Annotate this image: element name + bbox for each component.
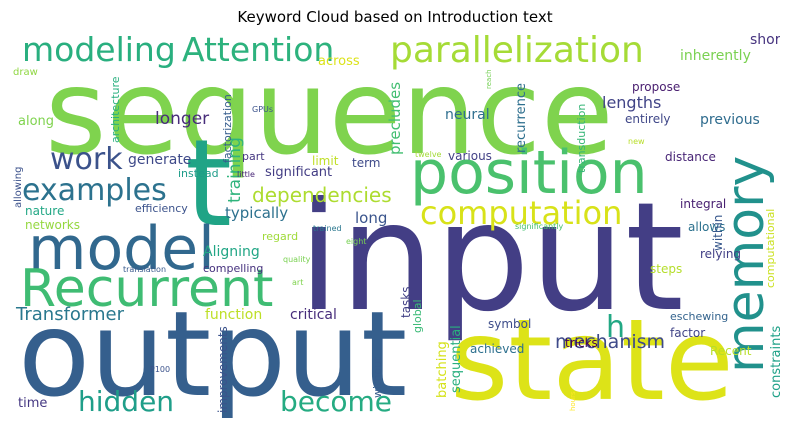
word-longer: longer <box>155 109 210 129</box>
word-typically: typically <box>225 204 289 222</box>
word-allowing: allowing <box>13 166 24 208</box>
word-precludes: precludes <box>386 81 404 155</box>
word-part: part <box>242 150 265 163</box>
word-short: short <box>750 33 780 48</box>
word-efficiency: efficiency <box>135 202 188 215</box>
word-generate: generate <box>128 152 192 168</box>
word-model: model <box>28 214 215 284</box>
word-within: within <box>711 214 725 251</box>
word-draw: draw <box>13 67 38 78</box>
word-recurrence: recurrence <box>514 82 529 153</box>
word-cloud: sequence input output state t model posi… <box>10 33 780 418</box>
word-global: global <box>411 299 424 333</box>
word-position: position <box>410 138 648 208</box>
word-tricks: tricks <box>565 336 598 350</box>
word-Attention: Attention <box>182 33 335 69</box>
word-Transformer: Transformer <box>16 304 125 325</box>
word-distance: distance <box>665 150 716 164</box>
word-output: output <box>18 285 408 418</box>
word-become: become <box>280 385 393 418</box>
word-twelve: twelve <box>415 150 442 159</box>
word-h: h <box>606 310 626 345</box>
word-new: new <box>628 137 645 146</box>
word-sequence: sequence <box>45 43 614 181</box>
word-hidden: hidden <box>78 385 175 418</box>
word-various: various <box>448 149 492 163</box>
word-architecture: architecture <box>109 76 122 143</box>
word-GPUs: GPUs <box>252 105 274 114</box>
word-sequential: sequential <box>449 325 464 393</box>
word-work: work <box>50 142 123 177</box>
word-little: little <box>237 170 255 179</box>
word-Recurrent: Recurrent <box>20 259 274 319</box>
word-steps: steps <box>650 262 683 276</box>
word-Recent: Recent <box>710 344 752 358</box>
word-long: long <box>355 209 388 227</box>
word-previous: previous <box>700 112 760 128</box>
word-eschewing: eschewing <box>670 310 729 323</box>
word-eight: eight <box>346 237 367 246</box>
word-propose: propose <box>632 80 681 94</box>
word-across: across <box>318 54 360 69</box>
word-significant: significant <box>265 165 333 180</box>
word-achieved: achieved <box>470 342 525 356</box>
word-trained: trained <box>313 224 342 233</box>
word-neural: neural <box>445 107 490 123</box>
word-factor: factor <box>670 326 706 340</box>
word-improvements: improvements <box>216 326 230 413</box>
word-constraints: constraints <box>769 325 780 398</box>
chart-title: Keyword Cloud based on Introduction text <box>237 8 553 26</box>
word-along: along <box>18 114 55 129</box>
word-inherently: inherently <box>680 48 751 64</box>
word-term: term <box>352 156 381 170</box>
word-function: function <box>205 307 263 323</box>
word-relying: relying <box>700 247 742 261</box>
word-examples: examples <box>22 173 167 208</box>
word-t: t <box>185 115 233 254</box>
word-without: without <box>371 356 384 398</box>
word-limit: limit <box>312 154 339 168</box>
word-symbol: symbol <box>488 317 532 331</box>
word-factorization: factorization <box>221 94 234 163</box>
word-entirely: entirely <box>625 112 671 126</box>
word-computation: computation <box>420 194 623 232</box>
word-integral: integral <box>680 197 727 211</box>
word-instead: instead <box>178 167 219 180</box>
word-state: state <box>450 296 734 418</box>
word-computational: computational <box>764 208 777 288</box>
word-quality: quality <box>283 255 311 264</box>
word-reach: reach <box>485 69 493 89</box>
word-batching: batching <box>435 341 450 398</box>
word-Aligning: Aligning <box>203 244 260 260</box>
word-compelling: compelling <box>203 262 264 275</box>
word-significantly: significantly <box>515 222 564 231</box>
word-art: art <box>292 278 304 287</box>
word-nature: nature <box>25 204 65 218</box>
word-lengths: lengths <box>602 93 662 112</box>
word-hours: hours <box>569 391 577 411</box>
word-critical: critical <box>290 307 337 323</box>
word-mechanism: mechanism <box>555 331 666 353</box>
word-translation: translation <box>123 265 167 274</box>
word-regard: regard <box>262 230 299 243</box>
word-networks: networks <box>25 218 80 232</box>
word-P100: P100 <box>150 365 171 374</box>
word-dependencies: dependencies <box>252 183 392 207</box>
word-input: input <box>298 171 684 345</box>
word-modeling: modeling <box>22 33 176 69</box>
word-parallelization: parallelization <box>390 33 644 71</box>
word-time: time <box>18 396 48 411</box>
word-allows: allows <box>688 220 726 234</box>
word-transduction: transduction <box>575 103 588 173</box>
